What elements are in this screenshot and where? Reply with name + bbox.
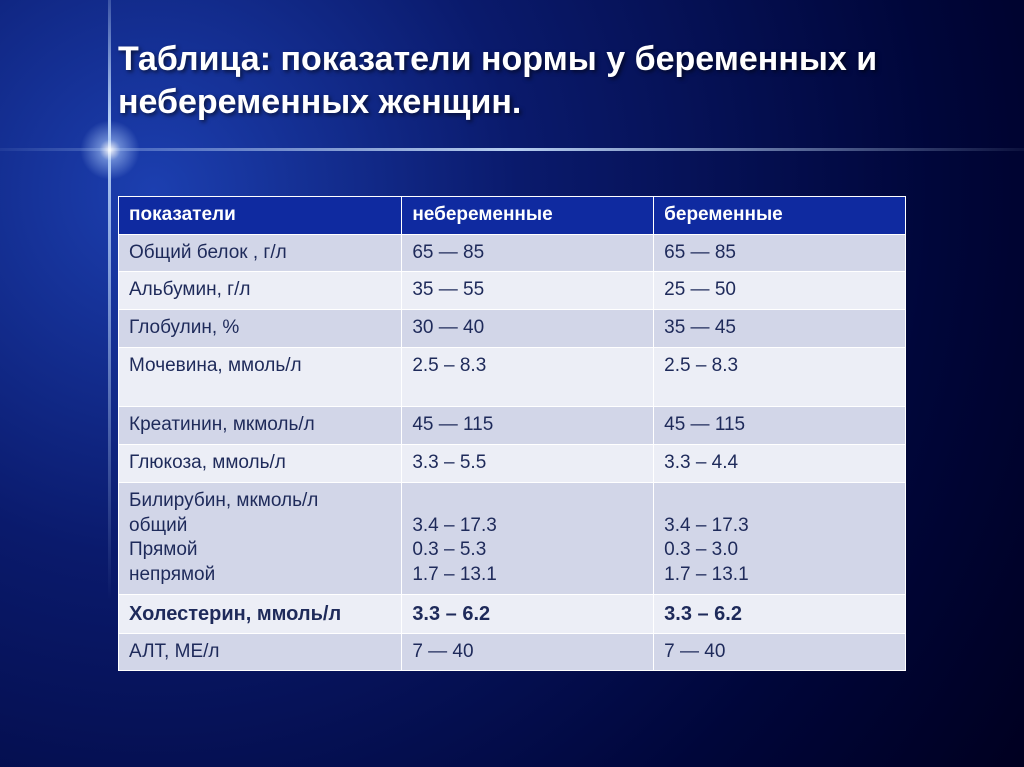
norms-table: показатели небеременные беременные Общий…: [118, 196, 906, 671]
table-header-row: показатели небеременные беременные: [119, 197, 906, 235]
cell-pregnant: 2.5 – 8.3: [654, 347, 906, 407]
flare-core: [80, 120, 140, 180]
table-row: Билирубин, мкмоль/л общий Прямой непрямо…: [119, 482, 906, 594]
cell-nonpregnant: 2.5 – 8.3: [402, 347, 654, 407]
cell-indicator: Глобулин, %: [119, 310, 402, 348]
cell-indicator: Креатинин, мкмоль/л: [119, 407, 402, 445]
cell-pregnant: 25 — 50: [654, 272, 906, 310]
norms-table-container: показатели небеременные беременные Общий…: [118, 196, 906, 671]
table-row: Глобулин, %30 — 4035 — 45: [119, 310, 906, 348]
cell-pregnant: 3.4 – 17.3 0.3 – 3.0 1.7 – 13.1: [654, 482, 906, 594]
cell-indicator: Мочевина, ммоль/л: [119, 347, 402, 407]
table-row: Общий белок , г/л65 — 8565 — 85: [119, 234, 906, 272]
cell-nonpregnant: 45 — 115: [402, 407, 654, 445]
cell-pregnant: 7 — 40: [654, 633, 906, 671]
col-header-nonpregnant: небеременные: [402, 197, 654, 235]
col-header-indicator: показатели: [119, 197, 402, 235]
table-row: Альбумин, г/л35 — 5525 — 50: [119, 272, 906, 310]
table-row: Креатинин, мкмоль/л45 — 11545 — 115: [119, 407, 906, 445]
cell-indicator: Холестерин, ммоль/л: [119, 594, 402, 633]
cell-nonpregnant: 7 — 40: [402, 633, 654, 671]
cell-nonpregnant: 35 — 55: [402, 272, 654, 310]
table-row: Глюкоза, ммоль/л3.3 – 5.53.3 – 4.4: [119, 445, 906, 483]
cell-indicator: Общий белок , г/л: [119, 234, 402, 272]
slide-title: Таблица: показатели нормы у беременных и…: [118, 38, 964, 123]
slide: Таблица: показатели нормы у беременных и…: [0, 0, 1024, 767]
cell-nonpregnant: 3.4 – 17.3 0.3 – 5.3 1.7 – 13.1: [402, 482, 654, 594]
cell-pregnant: 65 — 85: [654, 234, 906, 272]
table-row: Холестерин, ммоль/л3.3 – 6.23.3 – 6.2: [119, 594, 906, 633]
col-header-pregnant: беременные: [654, 197, 906, 235]
cell-indicator: Глюкоза, ммоль/л: [119, 445, 402, 483]
cell-pregnant: 45 — 115: [654, 407, 906, 445]
cell-indicator: Альбумин, г/л: [119, 272, 402, 310]
cell-pregnant: 3.3 – 6.2: [654, 594, 906, 633]
table-row: Мочевина, ммоль/л2.5 – 8.32.5 – 8.3: [119, 347, 906, 407]
table-body: Общий белок , г/л65 — 8565 — 85Альбумин,…: [119, 234, 906, 671]
cell-nonpregnant: 3.3 – 6.2: [402, 594, 654, 633]
cell-indicator: АЛТ, МЕ/л: [119, 633, 402, 671]
flare-horizontal: [0, 148, 1024, 151]
cell-nonpregnant: 3.3 – 5.5: [402, 445, 654, 483]
flare-vertical: [108, 0, 111, 600]
table-row: АЛТ, МЕ/л7 — 407 — 40: [119, 633, 906, 671]
cell-nonpregnant: 65 — 85: [402, 234, 654, 272]
cell-nonpregnant: 30 — 40: [402, 310, 654, 348]
cell-indicator: Билирубин, мкмоль/л общий Прямой непрямо…: [119, 482, 402, 594]
cell-pregnant: 3.3 – 4.4: [654, 445, 906, 483]
cell-pregnant: 35 — 45: [654, 310, 906, 348]
